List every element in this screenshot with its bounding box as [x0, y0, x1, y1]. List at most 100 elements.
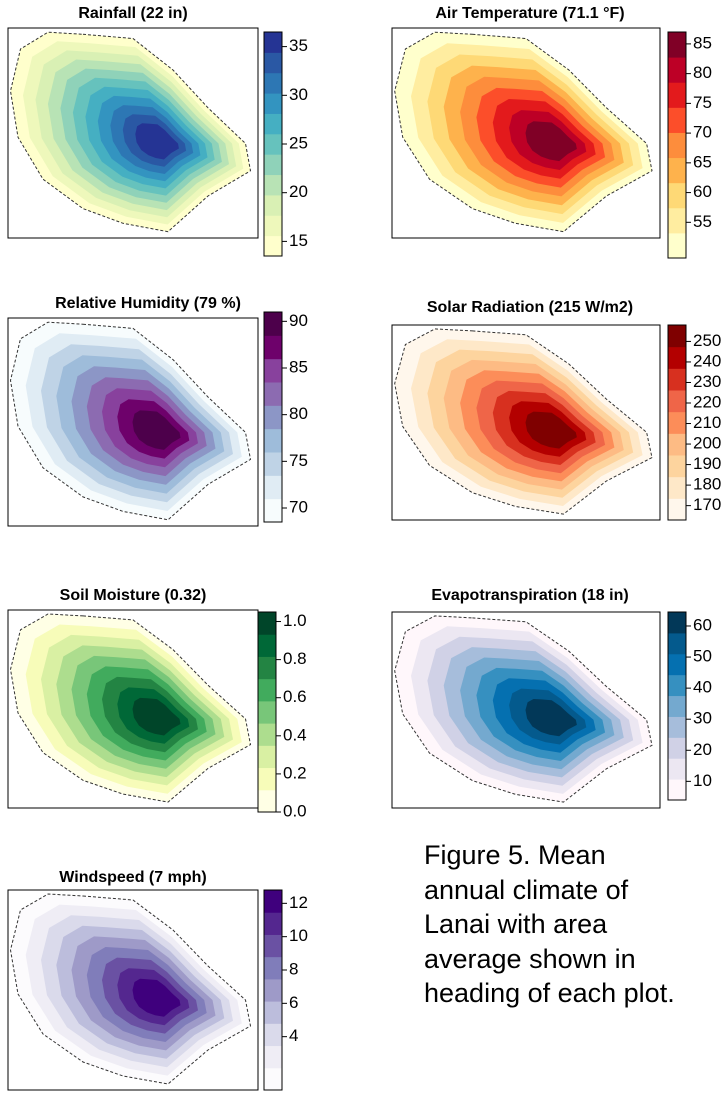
colorbar-frame — [667, 611, 687, 801]
colorbar-band — [264, 1067, 282, 1091]
colorbar-band — [668, 674, 686, 697]
colorbar-band — [258, 656, 276, 680]
colorbar-tick-label: 12 — [289, 893, 308, 912]
colorbar-band — [264, 154, 282, 176]
colorbar-band — [258, 612, 276, 635]
colorbar-band — [668, 779, 686, 801]
colorbar-band — [264, 174, 282, 196]
colorbar-band — [258, 678, 276, 702]
colorbar-band — [668, 411, 686, 434]
colorbar-band — [668, 346, 686, 369]
colorbar-band — [264, 405, 282, 430]
island-layer — [525, 411, 577, 449]
colorbar-frame — [263, 311, 283, 523]
colorbar-tick-label: 90 — [289, 311, 308, 330]
colorbar-band — [258, 745, 276, 769]
colorbar-tick-label: 8 — [289, 959, 298, 978]
colorbar-band — [668, 612, 686, 634]
colorbar-tick-label: 60 — [693, 615, 712, 634]
colorbar-tick-label: 0.2 — [283, 763, 307, 782]
colorbar-frame — [263, 889, 283, 1091]
colorbar-tick-label: 85 — [289, 357, 308, 376]
colorbar-band — [264, 93, 282, 114]
colorbar-band — [668, 737, 686, 759]
colorbar-tick-label: 10 — [693, 771, 712, 790]
caption: Figure 5. Mean annual climate of Lanai w… — [424, 840, 675, 1008]
colorbar-tick-label: 65 — [693, 152, 712, 171]
colorbar-tick-label: 6 — [289, 993, 298, 1012]
colorbar-tick-label: 70 — [289, 497, 308, 516]
map-title: Air Temperature (71.1 °F) — [435, 5, 624, 22]
colorbar-band — [668, 132, 686, 159]
colorbar-band — [668, 325, 686, 348]
colorbar-tick-label: 0.0 — [283, 801, 307, 820]
map-title: Evapotranspiration (18 in) — [431, 587, 628, 604]
colorbar-band — [264, 1045, 282, 1069]
colorbar-tick-label: 80 — [289, 404, 308, 423]
colorbar-tick-label: 60 — [693, 182, 712, 201]
colorbar-band — [668, 157, 686, 184]
colorbar-band — [668, 653, 686, 676]
colorbar-tick-label: 0.8 — [283, 649, 307, 668]
colorbar-tick-label: 230 — [693, 372, 721, 391]
colorbar-tick-label: 210 — [693, 413, 721, 432]
colorbar-tick-label: 55 — [693, 212, 712, 231]
colorbar-band — [264, 194, 282, 216]
colorbar-band — [668, 758, 686, 780]
colorbar-band — [258, 634, 276, 657]
colorbar-tick-label: 170 — [693, 495, 721, 514]
colorbar-tick-label: 20 — [693, 740, 712, 759]
island-layer — [135, 123, 179, 160]
colorbar-band — [264, 235, 282, 257]
colorbar-frame — [257, 611, 277, 813]
island-layer — [132, 978, 181, 1017]
colorbar-tick-label: 75 — [693, 93, 712, 112]
colorbar-band — [668, 232, 686, 259]
colorbar-band — [668, 632, 686, 655]
colorbar-tick-label: 4 — [289, 1026, 298, 1045]
colorbar-band — [264, 358, 282, 383]
map-title: Solar Radiation (215 W/m2) — [427, 299, 633, 316]
colorbar-band — [264, 498, 282, 523]
colorbar-band — [258, 767, 276, 791]
colorbar-band — [258, 789, 276, 813]
map-title: Windspeed (7 mph) — [59, 869, 206, 886]
colorbar-tick-label: 1.0 — [283, 611, 307, 630]
colorbar-tick-label: 70 — [693, 123, 712, 142]
colorbar-band — [668, 368, 686, 391]
colorbar-band — [264, 475, 282, 500]
colorbar-band — [668, 390, 686, 413]
colorbar-tick-label: 50 — [693, 647, 712, 666]
island-layer — [525, 121, 577, 162]
colorbar-tick-label: 200 — [693, 434, 721, 453]
colorbar-band — [264, 428, 282, 453]
colorbar-band — [264, 133, 282, 155]
colorbar-band — [264, 32, 282, 53]
island-layer — [525, 699, 577, 737]
colorbar-band — [668, 433, 686, 456]
colorbar-tick-label: 25 — [289, 133, 308, 152]
colorbar-band — [264, 912, 282, 935]
colorbar-band — [668, 455, 686, 478]
colorbar-tick-label: 180 — [693, 475, 721, 494]
colorbar-band — [264, 978, 282, 1002]
colorbar-band — [668, 498, 686, 521]
colorbar-tick-label: 0.6 — [283, 687, 307, 706]
colorbar-tick-label: 75 — [289, 451, 308, 470]
colorbar-tick-label: 85 — [693, 33, 712, 52]
colorbar-band — [258, 723, 276, 746]
colorbar-band — [668, 182, 686, 209]
colorbar-band — [668, 695, 686, 717]
colorbar-tick-label: 15 — [289, 231, 308, 250]
colorbar-band — [668, 82, 686, 108]
colorbar-frame — [667, 31, 687, 259]
colorbar-band — [668, 107, 686, 133]
colorbar-tick-label: 220 — [693, 392, 721, 411]
colorbar-band — [264, 312, 282, 336]
colorbar-band — [668, 716, 686, 738]
colorbar-band — [264, 1001, 282, 1024]
colorbar-tick-label: 80 — [693, 63, 712, 82]
colorbar-tick-label: 240 — [693, 351, 721, 370]
colorbar-tick-label: 10 — [289, 926, 308, 945]
